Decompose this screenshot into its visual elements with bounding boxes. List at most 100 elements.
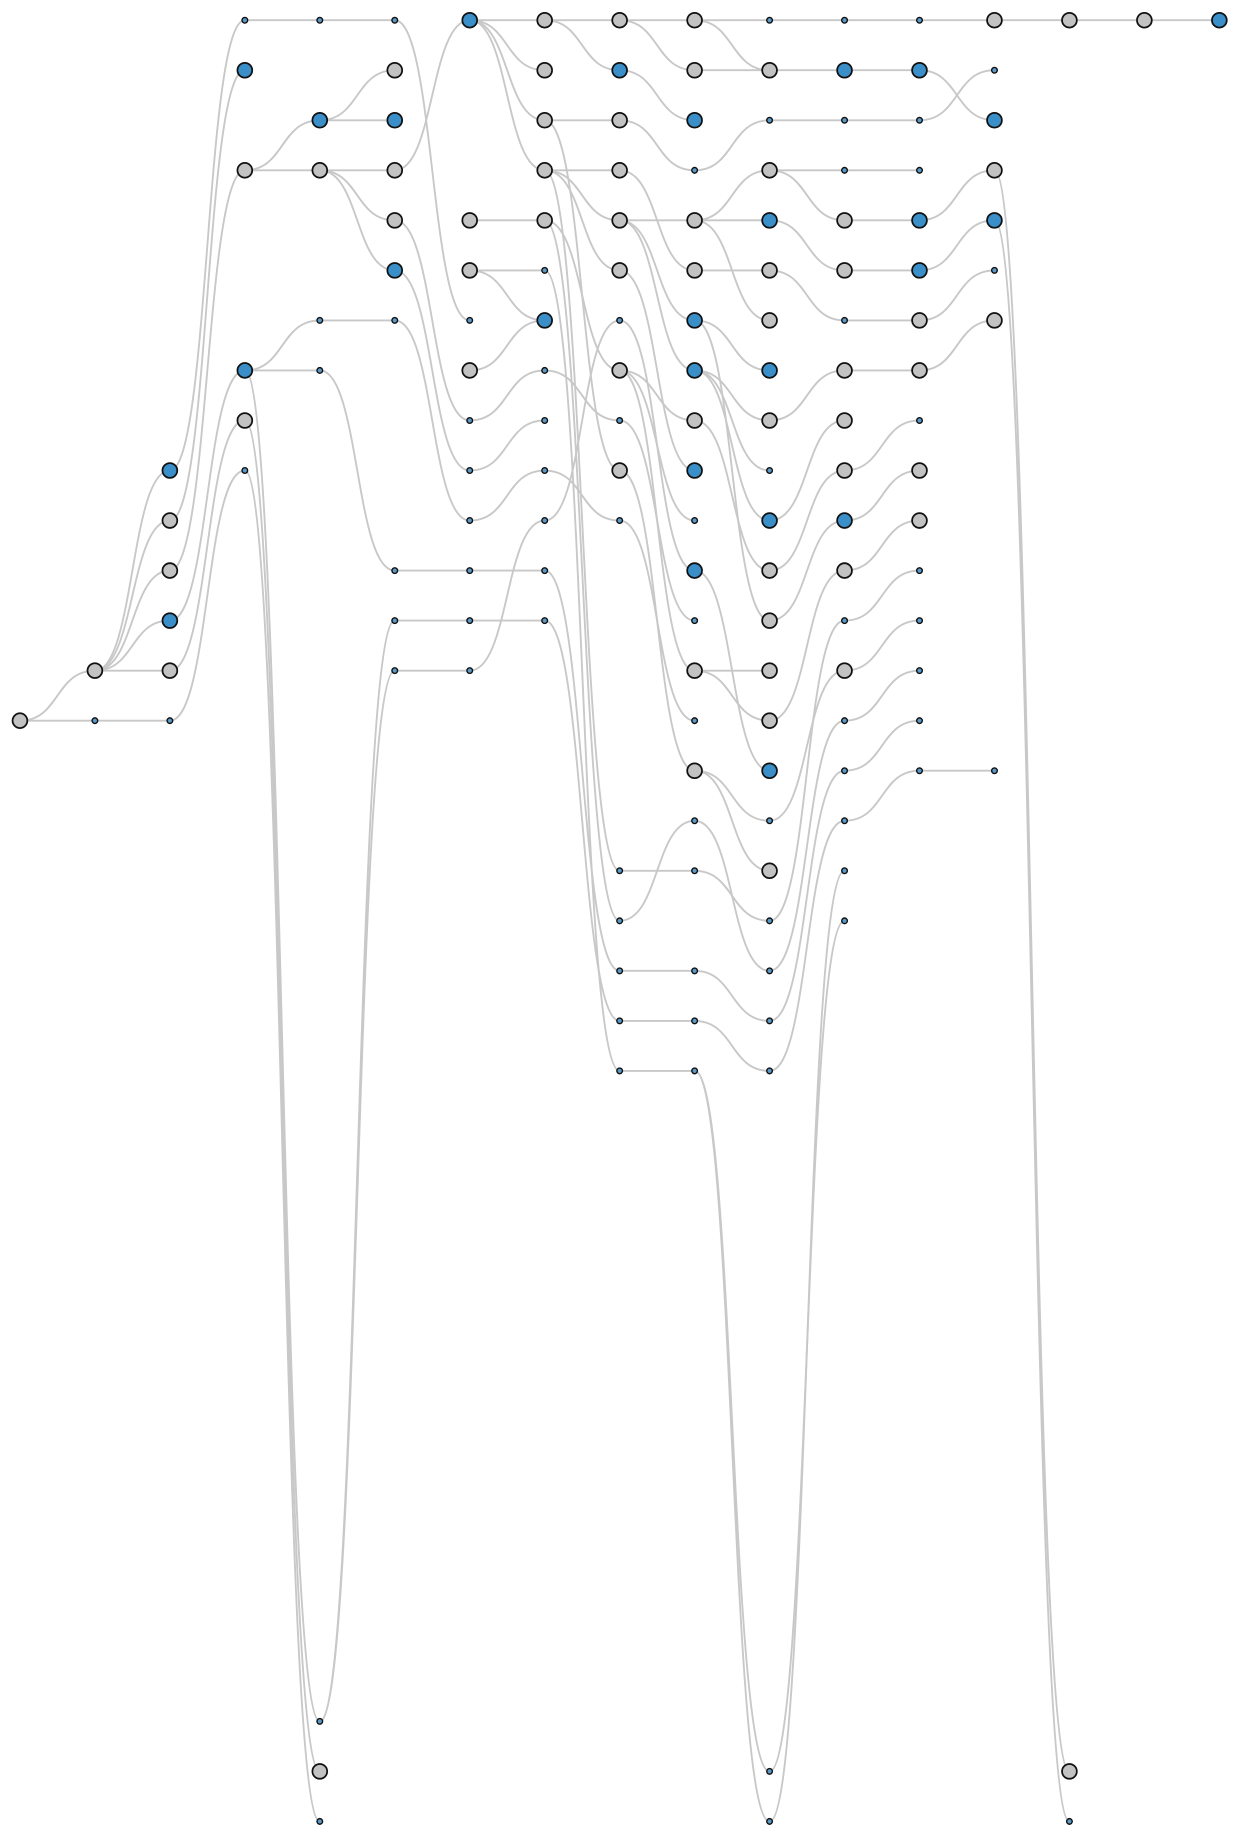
edge [769, 719, 845, 972]
gray-node [686, 11, 703, 29]
small-node [990, 266, 998, 274]
small-node [691, 617, 699, 625]
blue-node [236, 362, 254, 379]
small-node [915, 667, 924, 675]
small-node [391, 567, 399, 575]
small-node [541, 416, 549, 425]
edge [544, 169, 621, 872]
blue-node [686, 112, 703, 129]
small-node [915, 166, 924, 174]
blue-node [686, 562, 703, 579]
edge [694, 1069, 770, 1823]
small-node [766, 16, 774, 24]
small-node [466, 416, 474, 425]
small-node [316, 366, 324, 374]
small-node [616, 517, 624, 525]
edge [469, 519, 545, 672]
gray-node [686, 212, 703, 229]
edge [544, 169, 620, 272]
gray-node [536, 212, 553, 229]
small-node [691, 867, 699, 875]
edge [544, 119, 620, 472]
edge [318, 669, 396, 1723]
small-node [616, 967, 624, 975]
edge [544, 269, 621, 1072]
edge [919, 69, 995, 122]
blue-node [686, 362, 703, 379]
edge [619, 369, 695, 672]
edge [619, 219, 695, 372]
edge [469, 19, 545, 172]
gray-node [611, 262, 628, 279]
gray-node [611, 162, 628, 179]
blue-node [611, 61, 628, 79]
gray-node [911, 312, 928, 329]
gray-node [611, 11, 628, 29]
gray-node [686, 662, 703, 679]
small-node [766, 917, 774, 925]
small-node [541, 567, 549, 575]
edge [394, 219, 470, 422]
small-node [766, 967, 774, 975]
blue-node [761, 362, 778, 379]
edge [94, 469, 171, 672]
edge [544, 469, 620, 522]
edge [319, 169, 395, 222]
gray-node [686, 412, 703, 429]
small-node [915, 717, 924, 725]
gray-node [161, 562, 179, 579]
gray-node [611, 362, 628, 379]
gray-node [986, 162, 1003, 179]
blue-node [761, 212, 778, 229]
edge [844, 719, 920, 772]
small-node [541, 366, 549, 374]
small-node [766, 1017, 774, 1025]
gray-node [461, 212, 478, 229]
small-node [541, 266, 549, 274]
small-node [691, 1067, 699, 1075]
gray-node [536, 11, 553, 29]
edge [694, 219, 770, 322]
edge [694, 1069, 770, 1773]
edge [244, 469, 321, 1823]
blue-node [986, 112, 1003, 129]
edge [544, 169, 620, 222]
edge [544, 619, 620, 1022]
gray-node [86, 662, 104, 679]
gray-node [686, 61, 703, 79]
gray-node [986, 312, 1003, 329]
gray-node [911, 362, 928, 379]
small-node [391, 316, 399, 324]
small-node [541, 517, 549, 525]
edge [769, 469, 845, 572]
edge [169, 469, 246, 722]
edge [769, 819, 845, 1072]
gray-node [1136, 11, 1153, 29]
edge [694, 769, 770, 872]
gray-node [986, 11, 1003, 29]
gray-node [611, 462, 628, 479]
edge [619, 169, 695, 272]
gray-node [236, 412, 254, 429]
small-node [915, 416, 924, 425]
edge [169, 419, 246, 672]
edge [619, 219, 695, 322]
gray-node [611, 112, 628, 129]
edge [169, 19, 246, 472]
edge [769, 569, 845, 722]
gray-node [686, 762, 703, 779]
edge [394, 19, 470, 172]
small-node [691, 717, 699, 725]
blue-node [311, 112, 329, 129]
small-node [841, 767, 849, 775]
gray-node [311, 1763, 329, 1780]
edge [694, 19, 770, 72]
blue-node [686, 312, 703, 329]
edge [694, 119, 770, 172]
edge [919, 319, 995, 372]
gray-node [686, 262, 703, 279]
edge [694, 319, 770, 372]
small-node [391, 16, 399, 24]
edge [993, 219, 1071, 1823]
